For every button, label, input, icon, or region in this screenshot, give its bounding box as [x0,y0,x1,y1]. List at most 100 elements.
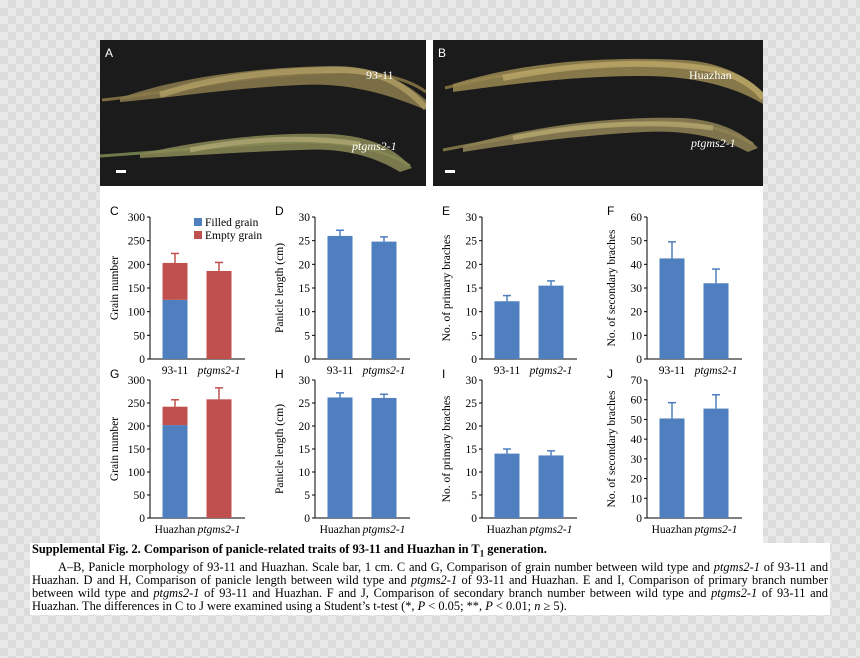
y-tick-label-h: 0 [304,513,310,525]
caption-text-6: < 0.05; **, [425,598,486,613]
caption-italic-3: ptgms2-1 [153,585,200,600]
y-tick-label-j: 40 [631,434,643,446]
y-axis-label-c: Grain number [109,256,121,320]
y-tick-label-d: 30 [299,212,311,224]
caption-text-5: of 93-11 and Huazhan. The differences in… [32,585,828,613]
category-label-c-0: 93-11 [162,365,189,377]
bar-j-value-0 [659,418,685,518]
legend-swatch-filled [194,218,202,226]
y-tick-label-j: 0 [636,513,642,525]
panicle-photo-b: B Huazhan ptgms2-1 [433,40,763,186]
bar-i-value-0 [494,453,520,518]
legend-swatch-empty [194,231,202,239]
y-axis-label-g: Grain number [109,417,121,481]
bar-g-empty-1 [206,399,232,518]
y-tick-label-h: 25 [299,398,311,410]
y-tick-label-f: 10 [631,330,643,342]
caption-text-1: A–B, Panicle morphology of 93-11 and Hua… [58,559,714,574]
panel-label-a: A [105,46,114,60]
category-label-c-1: ptgms2-1 [197,365,241,377]
y-tick-label-e: 30 [466,212,478,224]
y-tick-label-e: 10 [466,307,478,319]
y-tick-label-d: 0 [304,354,310,366]
y-tick-label-i: 10 [466,467,478,479]
panel-label-h: H [275,367,284,381]
panel-label-i: I [442,367,445,381]
category-label-d-0: 93-11 [327,365,354,377]
category-label-h-0: Huazhan [320,524,361,536]
caption-title-subscript: 1 [479,548,485,559]
caption-italic-4: ptgms2-1 [711,585,758,600]
caption-italic-6: P [485,598,493,613]
y-axis-label-e: No. of primary braches [441,234,453,341]
y-tick-label-j: 70 [631,375,643,387]
scale-bar-b [445,170,455,173]
category-label-f-1: ptgms2-1 [694,365,738,377]
y-tick-label-e: 20 [466,259,478,271]
y-tick-label-d: 15 [299,283,311,295]
category-label-g-0: Huazhan [155,524,196,536]
photo-label-93-11: 93-11 [366,68,394,82]
y-tick-label-c: 200 [128,259,146,271]
caption-italic-2: ptgms2-1 [410,572,458,587]
panel-label-g: G [110,367,119,381]
y-tick-label-c: 0 [139,354,145,366]
caption-title-end: generation. [484,542,547,556]
category-label-j-0: Huazhan [652,524,693,536]
panel-label-b: B [438,46,447,60]
bar-i-value-1 [538,455,564,518]
caption-title-text: Supplemental Fig. 2. Comparison of panic… [32,542,480,556]
y-tick-label-e: 15 [466,283,478,295]
y-tick-label-i: 15 [466,444,478,456]
y-tick-label-d: 10 [299,307,311,319]
y-tick-label-j: 10 [631,493,643,505]
figure-panel: A 93-11 ptgms2-1 B Huazhan ptgms2-1 C 0 50… [100,40,763,543]
y-tick-label-i: 20 [466,421,478,433]
y-tick-label-j: 20 [631,474,643,486]
photo-label-huazhan: Huazhan [689,68,732,82]
y-tick-label-j: 50 [631,414,643,426]
bar-f-value-1 [703,283,729,359]
photo-label-mutant-b: ptgms2-1 [691,136,736,150]
y-axis-label-h: Panicle length (cm) [274,404,286,494]
panicle-illustration-b [442,58,763,152]
y-tick-label-c: 100 [128,307,146,319]
y-tick-label-e: 25 [466,236,478,248]
caption-title: Supplemental Fig. 2. Comparison of panic… [32,542,828,561]
y-tick-label-c: 150 [128,283,146,295]
y-axis-label-d: Panicle length (cm) [274,243,286,333]
y-tick-label-h: 10 [299,467,311,479]
caption-italic-7: n [534,598,541,613]
panel-label-c: C [110,204,119,218]
y-tick-label-f: 60 [631,212,643,224]
category-label-d-1: ptgms2-1 [362,365,406,377]
bar-g-filled-0 [162,425,188,518]
category-label-f-0: 93-11 [659,365,686,377]
caption-text-2: of 93-11 and Huazhan. D and H, Compariso… [32,559,829,587]
y-tick-label-f: 50 [631,236,643,248]
category-label-g-1: ptgms2-1 [197,524,241,536]
caption-italic-5: P [417,598,426,613]
bar-g-empty-0 [162,406,188,426]
panel-label-e: E [442,204,450,218]
caption-text-7: < 0.01; [492,598,535,613]
y-tick-label-g: 200 [128,421,146,433]
bar-c-empty-1 [206,270,232,359]
caption-text-4: of 93-11 and Huazhan. F and J, Compariso… [199,585,712,600]
bar-e-value-1 [538,285,564,359]
y-tick-label-i: 0 [471,513,477,525]
y-tick-label-h: 5 [304,490,310,502]
y-tick-label-h: 30 [299,375,311,387]
legend-label-filled: Filled grain [205,217,259,229]
category-label-i-1: ptgms2-1 [529,524,573,536]
y-tick-label-g: 150 [128,444,146,456]
y-tick-label-c: 250 [128,236,146,248]
y-tick-label-f: 0 [636,354,642,366]
y-tick-label-c: 50 [134,330,146,342]
y-tick-label-h: 15 [299,444,311,456]
y-tick-label-f: 30 [631,283,643,295]
y-tick-label-g: 250 [128,398,146,410]
panel-label-d: D [275,204,284,218]
category-label-e-0: 93-11 [494,365,521,377]
